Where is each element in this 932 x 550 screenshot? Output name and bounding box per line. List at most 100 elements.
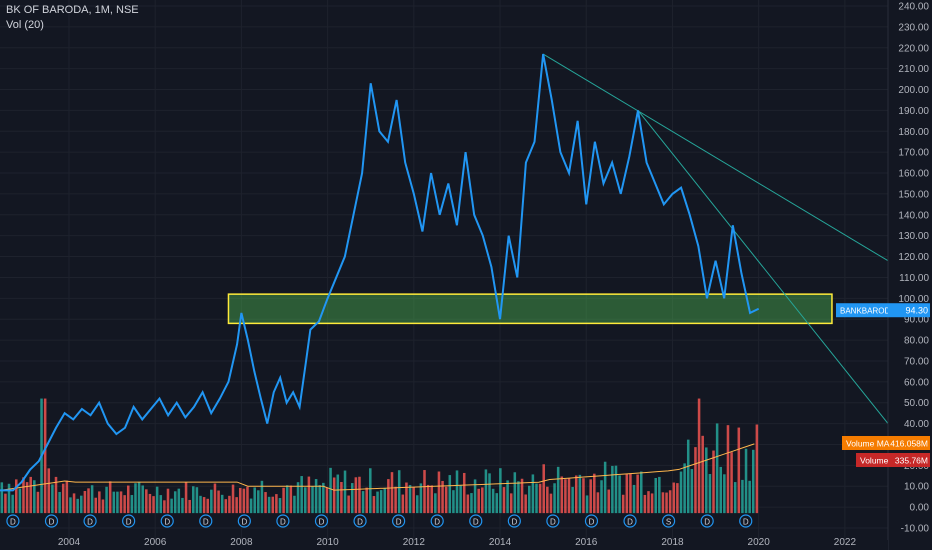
- y-tick-label: 180.00: [898, 127, 929, 138]
- dividend-marker[interactable]: [392, 514, 406, 528]
- x-tick-label: 2022: [834, 537, 857, 548]
- volume-bar: [58, 491, 61, 514]
- dividend-marker[interactable]: [507, 514, 521, 528]
- dividend-marker[interactable]: [314, 514, 329, 528]
- volume-bar: [488, 473, 491, 514]
- dividend-marker-label: D: [743, 518, 749, 527]
- trendline[interactable]: [542, 53, 889, 262]
- symbol-legend[interactable]: BK OF BARODA, 1M, NSE: [6, 4, 139, 16]
- volume-bar: [723, 474, 726, 514]
- dividend-marker[interactable]: [276, 514, 290, 528]
- y-tick-label: 0.00: [910, 503, 930, 514]
- volume-bar: [231, 484, 235, 514]
- dividend-marker[interactable]: [6, 514, 20, 528]
- y-tick-label: 120.00: [898, 252, 929, 263]
- dividend-marker-label: D: [203, 518, 209, 527]
- volume-bar: [690, 469, 694, 514]
- volume-bar: [72, 493, 76, 514]
- volume-bar: [661, 492, 665, 514]
- dividend-marker-label: D: [396, 518, 402, 527]
- volume-bar: [246, 486, 249, 514]
- dividend-marker[interactable]: [700, 514, 714, 528]
- dividend-marker-label: D: [164, 518, 170, 527]
- price-series-line[interactable]: [0, 53, 760, 492]
- volume-bar: [235, 497, 238, 514]
- dividend-marker[interactable]: [160, 514, 174, 528]
- volume-bar: [210, 489, 213, 514]
- volume-bar: [336, 474, 340, 514]
- volume-bar: [376, 491, 379, 514]
- volume-legend[interactable]: Vol (20): [6, 19, 44, 31]
- dividend-marker[interactable]: [546, 514, 560, 528]
- volume-bar: [640, 471, 643, 514]
- volume-bar: [0, 482, 4, 514]
- volume-bar: [650, 493, 654, 514]
- dividend-marker[interactable]: [469, 514, 483, 528]
- volume-bar: [61, 483, 65, 514]
- volume-bar: [567, 478, 571, 514]
- volume-bar: [249, 498, 253, 514]
- y-tick-label: 220.00: [898, 43, 929, 54]
- volume-bar: [578, 474, 582, 514]
- symbol-tag: [836, 303, 888, 318]
- volume-bar: [387, 479, 390, 514]
- volume-bar: [535, 483, 538, 514]
- support-zone-rect[interactable]: [227, 293, 833, 325]
- volume-bar: [343, 470, 347, 514]
- volume-bar: [134, 483, 137, 514]
- y-tick-label: 170.00: [898, 148, 929, 159]
- volume-bar: [719, 466, 723, 514]
- dividend-marker[interactable]: [430, 514, 444, 528]
- dividend-marker[interactable]: [199, 514, 213, 528]
- volume-bar: [643, 494, 647, 514]
- last-price-tag: [888, 303, 930, 318]
- dividend-marker[interactable]: [353, 514, 367, 528]
- y-tick-label: 190.00: [898, 106, 929, 117]
- volume-bar: [636, 474, 639, 514]
- volume-bar: [25, 482, 29, 514]
- volume-bar: [300, 476, 303, 514]
- dividend-marker[interactable]: [237, 514, 251, 528]
- dividend-marker[interactable]: [83, 514, 97, 528]
- volume-bar: [347, 495, 350, 514]
- volume-bar: [596, 492, 600, 514]
- dividend-marker[interactable]: [44, 514, 59, 528]
- dividend-marker[interactable]: [584, 514, 599, 528]
- volume-bar: [408, 485, 412, 514]
- volume-bar: [36, 491, 40, 514]
- volume-bar: [358, 476, 361, 514]
- volume-bar: [621, 494, 625, 514]
- y-axis: 240.00 230.00 220.00 210.00 200.00 190.00 180.…: [887, 0, 932, 550]
- volume-bar: [123, 495, 126, 514]
- dividend-marker-label: D: [550, 518, 556, 527]
- volume-bar: [130, 495, 134, 514]
- volume-bar: [658, 476, 661, 514]
- dividend-marker[interactable]: [739, 514, 753, 528]
- volume-bar: [202, 497, 206, 514]
- volume-bar: [679, 471, 683, 514]
- volume-bar: [683, 463, 686, 514]
- volume-bar: [170, 498, 173, 514]
- volume-bar: [242, 488, 246, 514]
- dividend-marker[interactable]: [623, 514, 637, 528]
- volume-bar: [108, 481, 112, 514]
- volume-bar: [470, 493, 473, 514]
- dividend-marker[interactable]: [662, 514, 676, 528]
- volume-bar: [585, 495, 589, 514]
- volume-bar: [441, 480, 444, 514]
- y-tick-label: 160.00: [898, 169, 929, 180]
- trendline[interactable]: [637, 110, 889, 424]
- volume-bar: [614, 465, 618, 514]
- volume-bar: [444, 486, 448, 514]
- volume-bar: [332, 477, 336, 514]
- volume-bar: [137, 481, 141, 514]
- volume-bar: [499, 468, 502, 514]
- dividend-marker[interactable]: [122, 514, 136, 528]
- dividend-marker-label: D: [704, 518, 710, 527]
- volume-bar: [520, 478, 524, 514]
- volume-bar: [314, 479, 318, 514]
- volume-bar: [307, 476, 311, 514]
- volume-bars: [0, 398, 759, 514]
